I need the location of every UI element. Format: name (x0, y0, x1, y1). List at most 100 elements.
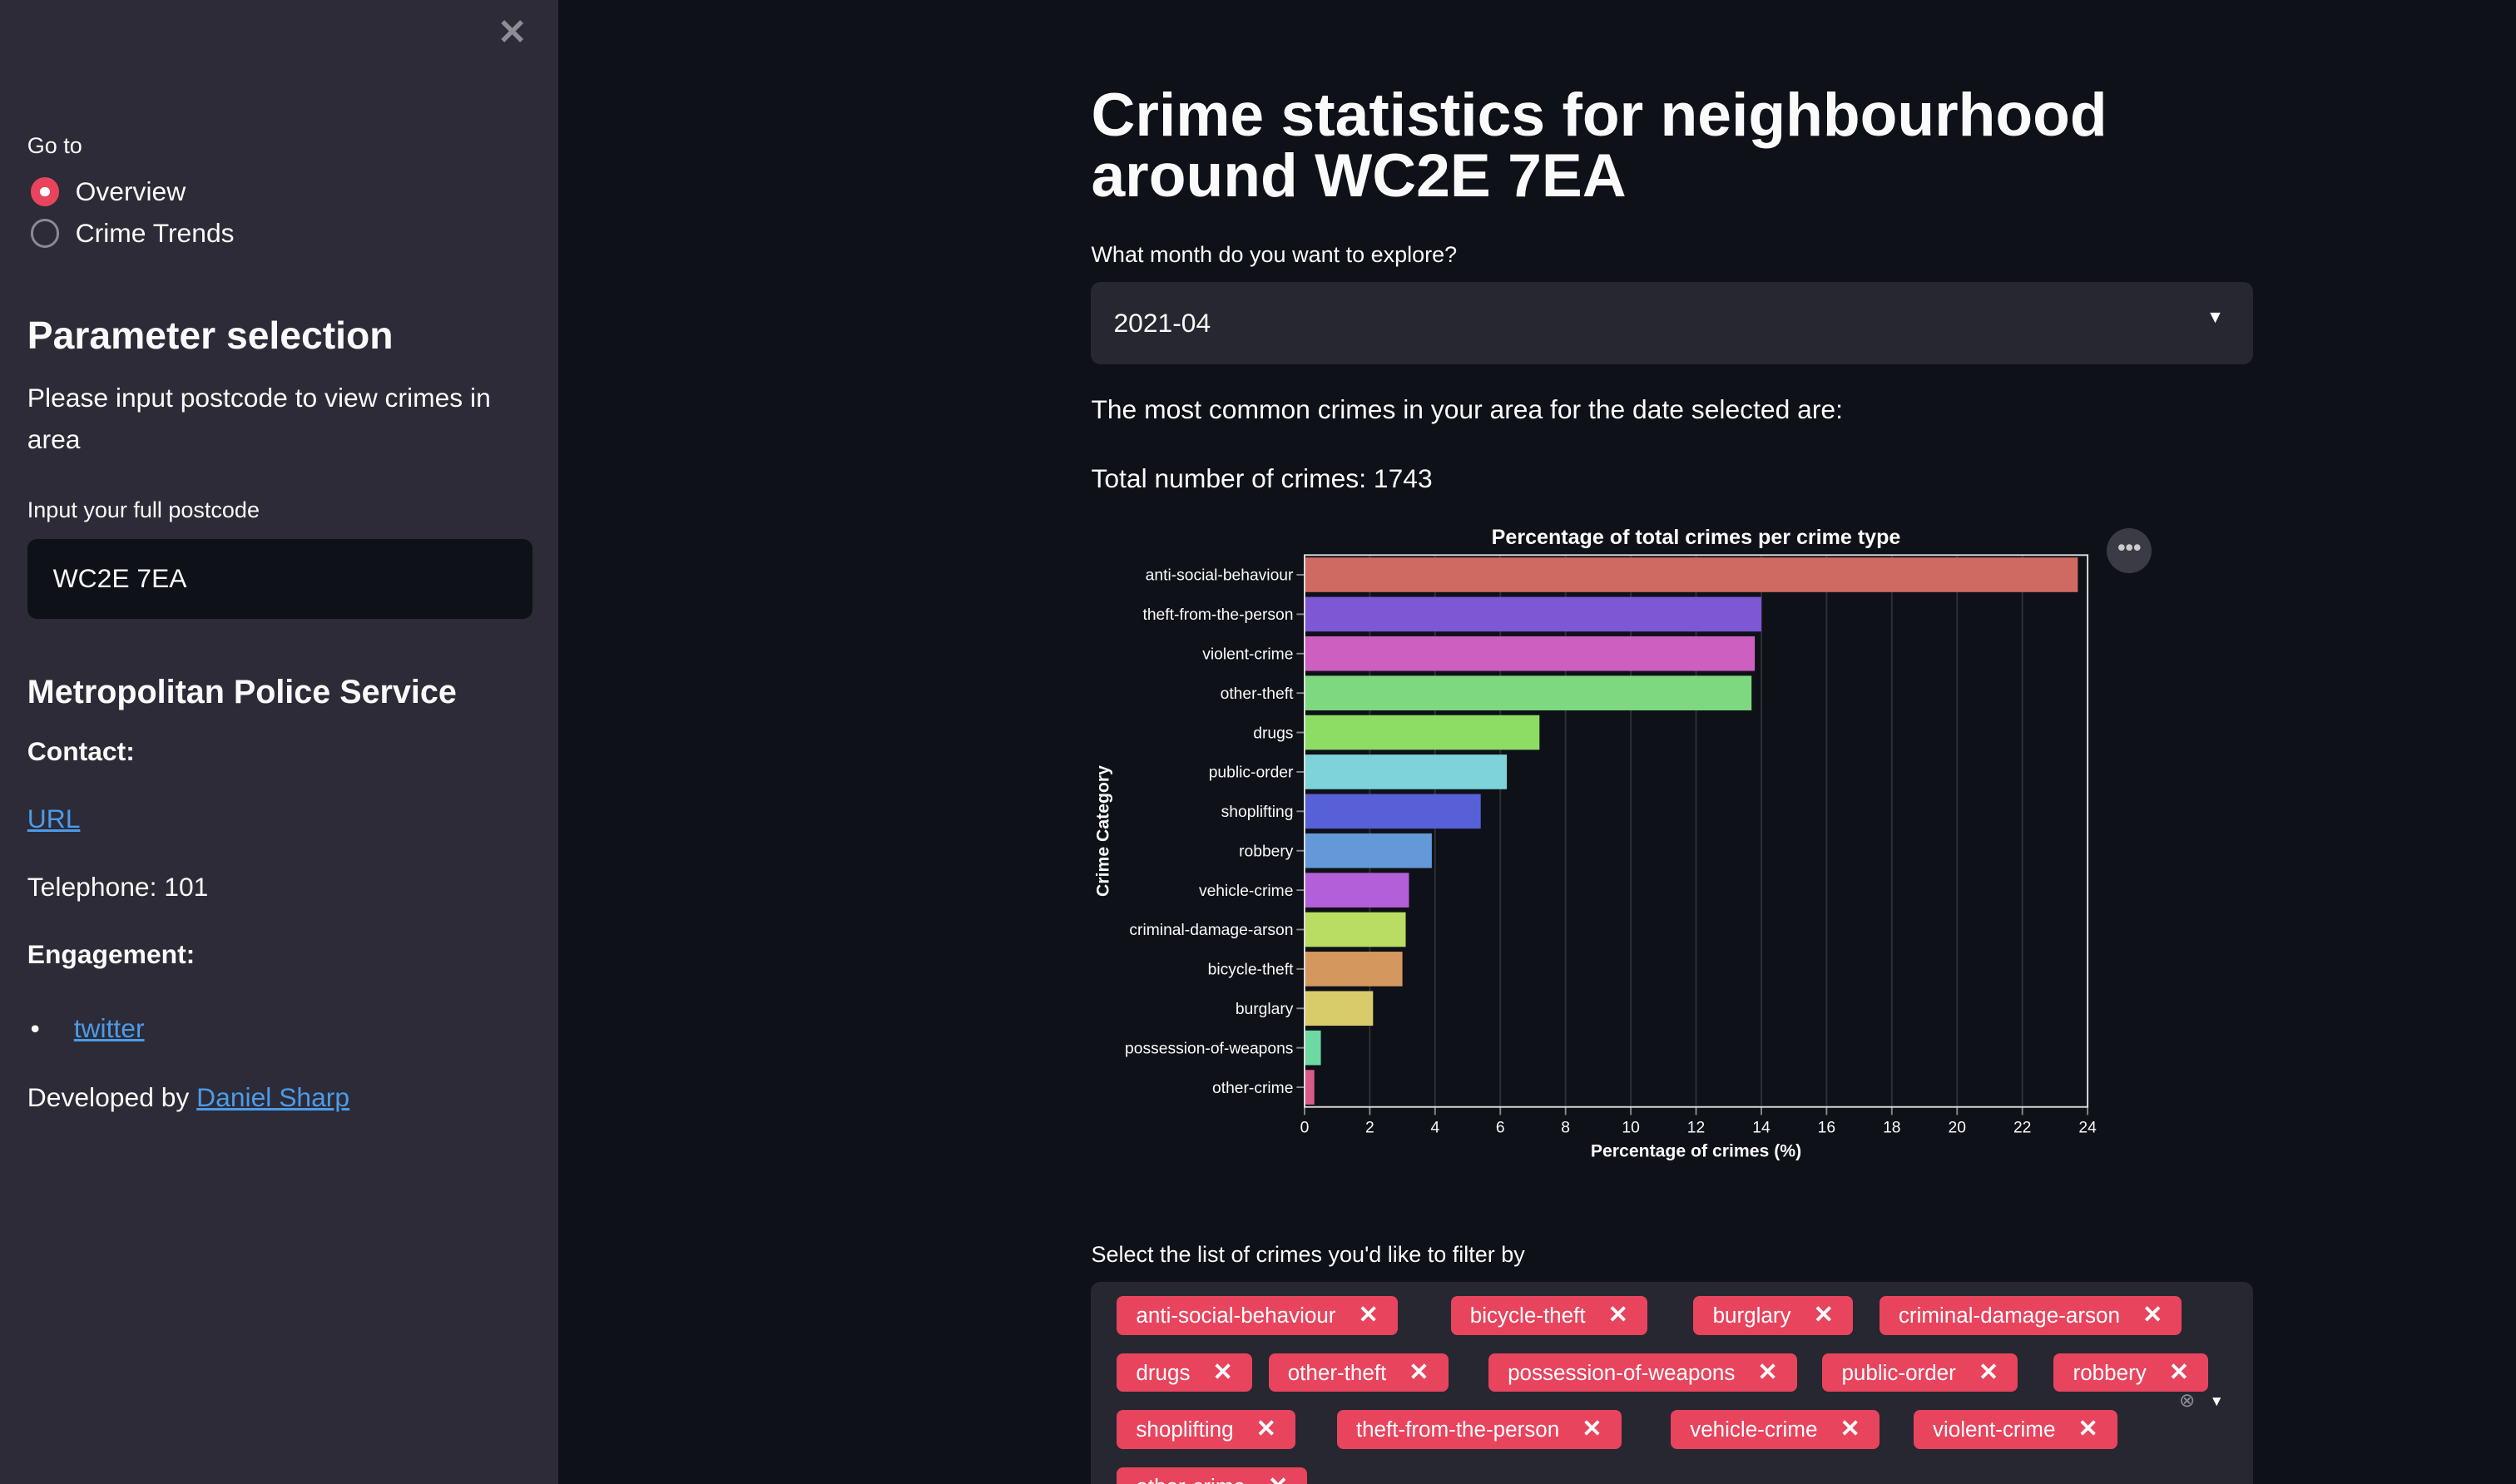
y-tick-label: vehicle-crime (1199, 883, 1293, 900)
y-tick-label: burglary (1236, 1001, 1294, 1018)
filter-tag[interactable]: vehicle-crime ✕ (1671, 1410, 1880, 1449)
filter-tag-label: theft-from-the-person (1355, 1417, 1560, 1442)
x-tick-label: 16 (1818, 1120, 1835, 1137)
crime-filter-multiselect[interactable]: anti-social-behaviour ✕ bicycle-theft ✕ burg… (1091, 1281, 2253, 1484)
postcode-input[interactable]: WC2E 7EA (27, 539, 533, 620)
total-crimes-text: Total number of crimes: 1743 (1091, 463, 1433, 493)
remove-tag-icon[interactable]: ✕ (1978, 1358, 1999, 1386)
month-label: What month do you want to explore? (1091, 242, 1458, 268)
x-tick-label: 10 (1622, 1120, 1639, 1137)
radio-label: Crime Trends (75, 218, 235, 249)
filter-tag-label: other-crime (1136, 1467, 1246, 1484)
plot-frame (1303, 554, 2089, 1108)
engagement-label: Engagement: (27, 939, 196, 970)
y-tick-label: anti-social-behaviour (1146, 567, 1294, 585)
remove-tag-icon[interactable]: ✕ (2078, 1416, 2098, 1443)
y-tick-label: other-theft (1221, 685, 1294, 703)
month-value: 2021-04 (1113, 308, 1211, 339)
filter-tag[interactable]: public-order ✕ (1822, 1353, 2018, 1392)
nav-radio-crime-trends[interactable]: Crime Trends (30, 218, 235, 249)
bar-criminal-damage-arson (1304, 912, 1406, 947)
url-link[interactable]: URL (27, 803, 81, 834)
y-tick-label: shoplifting (1221, 804, 1294, 821)
bar-robbery (1304, 833, 1432, 868)
bar-possession-of-weapons (1304, 1030, 1321, 1066)
developed-by-text: Developed by (27, 1082, 190, 1113)
remove-tag-icon[interactable]: ✕ (1256, 1416, 1276, 1443)
bar-public-order (1304, 754, 1508, 789)
y-tick-label: theft-from-the-person (1142, 606, 1293, 624)
filter-tag[interactable]: anti-social-behaviour ✕ (1117, 1296, 1398, 1335)
remove-tag-icon[interactable]: ✕ (1813, 1302, 1834, 1329)
filter-tag[interactable]: bicycle-theft ✕ (1450, 1296, 1647, 1335)
postcode-label: Input your full postcode (27, 497, 260, 522)
close-sidebar-icon[interactable]: ✕ (497, 12, 527, 52)
remove-tag-icon[interactable]: ✕ (1582, 1416, 1602, 1443)
filter-tag-label: bicycle-theft (1469, 1303, 1586, 1328)
filter-tag[interactable]: violent-crime ✕ (1913, 1410, 2117, 1449)
twitter-link[interactable]: twitter (73, 1013, 145, 1044)
y-tick-label: public-order (1209, 764, 1294, 782)
filter-label: Select the list of crimes you'd like to … (1091, 1241, 1525, 1267)
filter-tag-label: public-order (1841, 1359, 1956, 1385)
remove-tag-icon[interactable]: ✕ (1840, 1416, 1860, 1443)
police-heading: Metropolitan Police Service (27, 674, 457, 710)
parameter-text: Please input postcode to view crimes in … (27, 383, 491, 455)
radio-selected-icon (30, 177, 60, 206)
developed-by: Developed by Daniel Sharp (27, 1076, 349, 1118)
remove-tag-icon[interactable]: ✕ (1757, 1358, 1778, 1386)
x-tick-label: 12 (1687, 1120, 1705, 1137)
y-tick-label: criminal-damage-arson (1129, 922, 1293, 939)
x-tick-label: 2 (1365, 1120, 1374, 1137)
radio-unselected-icon (30, 219, 60, 249)
remove-tag-icon[interactable]: ✕ (1607, 1302, 1628, 1329)
chevron-down-icon: ▼ (2206, 308, 2225, 328)
bar-theft-from-the-person (1304, 596, 1761, 632)
bar-drugs (1304, 715, 1540, 750)
x-tick-label: 6 (1496, 1120, 1505, 1137)
filter-tag[interactable]: other-crime ✕ (1117, 1467, 1308, 1484)
remove-tag-icon[interactable]: ✕ (2168, 1358, 2189, 1386)
filter-tag[interactable]: other-theft ✕ (1268, 1353, 1449, 1392)
filter-tag[interactable]: burglary ✕ (1693, 1296, 1853, 1335)
bar-bicycle-theft (1304, 952, 1403, 987)
remove-tag-icon[interactable]: ✕ (1268, 1467, 1288, 1484)
bar-other-theft (1304, 675, 1752, 710)
bullet: • (30, 1013, 40, 1044)
x-axis-label: Percentage of crimes (%) (1591, 1142, 1801, 1161)
y-tick-label: bicycle-theft (1208, 962, 1294, 979)
chart-menu-button[interactable]: ••• (2107, 527, 2152, 573)
x-tick-label: 18 (1883, 1120, 1900, 1137)
remove-tag-icon[interactable]: ✕ (1409, 1358, 1429, 1386)
filter-tag[interactable]: drugs ✕ (1117, 1353, 1252, 1392)
filter-tag-label: other-theft (1287, 1359, 1387, 1385)
common-crimes-text: The most common crimes in your area for … (1091, 393, 1843, 424)
filter-tag[interactable]: shoplifting ✕ (1117, 1410, 1295, 1449)
parameter-heading: Parameter selection (27, 314, 394, 358)
filter-tag-label: shoplifting (1136, 1417, 1234, 1442)
remove-tag-icon[interactable]: ✕ (1212, 1358, 1233, 1386)
goto-label: Go to (27, 133, 82, 159)
x-tick-label: 0 (1300, 1120, 1310, 1137)
y-tick-label: possession-of-weapons (1125, 1040, 1293, 1057)
filter-tag[interactable]: possession-of-weapons ✕ (1488, 1353, 1797, 1392)
bar-shoplifting (1304, 794, 1481, 829)
bar-vehicle-crime (1304, 873, 1409, 908)
remove-tag-icon[interactable]: ✕ (2142, 1302, 2163, 1329)
nav-radio-overview[interactable]: Overview (30, 176, 186, 207)
filter-tag[interactable]: theft-from-the-person ✕ (1336, 1410, 1622, 1449)
x-tick-label: 24 (2078, 1120, 2097, 1137)
filter-tag[interactable]: robbery ✕ (2053, 1353, 2209, 1392)
month-select[interactable]: 2021-04 ▼ (1091, 282, 2253, 364)
developer-link[interactable]: Daniel Sharp (196, 1082, 350, 1113)
bar-other-crime (1304, 1070, 1315, 1105)
crime-bar-chart: Percentage of total crimes per crime typ… (1094, 526, 2097, 1161)
chevron-down-icon[interactable]: ▼ (2209, 1392, 2224, 1409)
clear-all-icon[interactable]: ⊗ (2179, 1389, 2196, 1412)
filter-tag[interactable]: criminal-damage-arson ✕ (1879, 1296, 2182, 1335)
telephone-text: Telephone: 101 (27, 872, 209, 903)
remove-tag-icon[interactable]: ✕ (1358, 1302, 1379, 1329)
bar-violent-crime (1304, 636, 1756, 671)
filter-tag-label: burglary (1712, 1303, 1791, 1328)
y-axis-label: Crime Category (1094, 765, 1113, 897)
